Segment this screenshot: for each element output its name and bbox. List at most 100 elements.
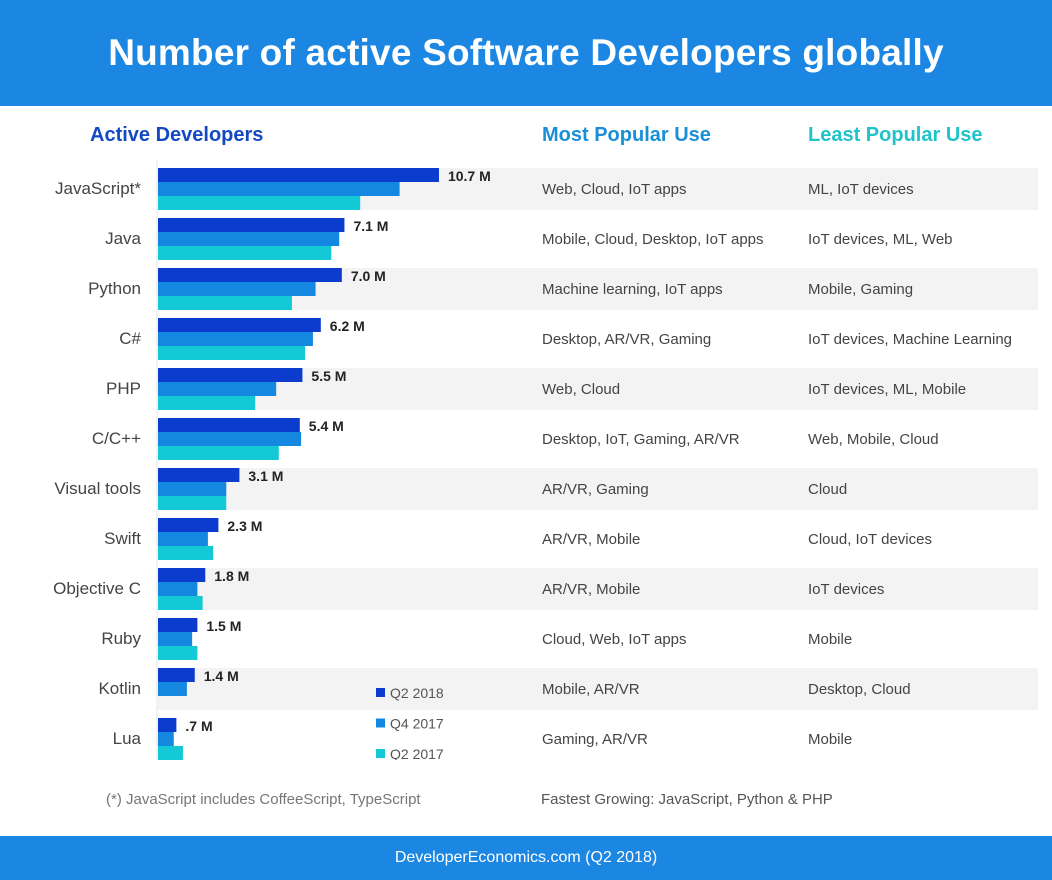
legend-label: Q2 2018 [390, 685, 444, 701]
most-popular-cell: Desktop, AR/VR, Gaming [542, 331, 711, 348]
bar-q4-2017 [158, 682, 187, 696]
category-label: Kotlin [98, 679, 141, 698]
bar-q4-2017 [158, 382, 277, 396]
most-popular-cell: AR/VR, Mobile [542, 581, 640, 598]
column-header-active-developers: Active Developers [90, 124, 264, 146]
least-popular-cell: IoT devices [808, 581, 884, 598]
bar-q2-2017 [158, 396, 256, 410]
bar-q2-2017 [158, 596, 203, 610]
bar-q4-2017 [158, 532, 208, 546]
bar-q2-2018 [158, 518, 219, 532]
row-stripe [158, 568, 1038, 610]
least-popular-cell: IoT devices, ML, Web [808, 231, 953, 248]
data-label: 10.7 M [448, 168, 491, 184]
category-label: Python [88, 279, 141, 298]
data-label: 5.4 M [309, 418, 344, 434]
most-popular-cell: Machine learning, IoT apps [542, 281, 723, 298]
bar-q2-2018 [158, 418, 300, 432]
bar-q2-2018 [158, 368, 303, 382]
page-title: Number of active Software Developers glo… [108, 32, 944, 73]
least-popular-cell: Mobile [808, 731, 852, 748]
footer-banner: DeveloperEconomics.com (Q2 2018) [0, 836, 1052, 880]
data-label: 7.0 M [351, 268, 386, 284]
most-popular-cell: AR/VR, Mobile [542, 531, 640, 548]
bar-q4-2017 [158, 732, 174, 746]
least-popular-cell: Mobile, Gaming [808, 281, 913, 298]
most-popular-cell: Gaming, AR/VR [542, 731, 648, 748]
bar-q2-2018 [158, 668, 195, 682]
bar-q2-2017 [158, 546, 214, 560]
most-popular-cell: Cloud, Web, IoT apps [542, 631, 687, 648]
column-header-most-popular-use: Most Popular Use [542, 124, 711, 146]
bar-q2-2018 [158, 168, 439, 182]
category-label: PHP [106, 379, 141, 398]
category-label: Visual tools [54, 479, 141, 498]
bar-q2-2018 [158, 718, 177, 732]
bar-q4-2017 [158, 632, 193, 646]
least-popular-cell: Desktop, Cloud [808, 681, 911, 698]
bar-q2-2018 [158, 318, 321, 332]
fastest-growing-note: Fastest Growing: JavaScript, Python & PH… [541, 791, 833, 808]
column-header-least-popular-use: Least Popular Use [808, 124, 983, 146]
most-popular-cell: Mobile, AR/VR [542, 681, 640, 698]
row-stripe [158, 368, 1038, 410]
developers-bar-chart: JavaScript* 10.7 M Web, Cloud, IoT apps ML,… [53, 160, 1038, 760]
most-popular-cell: Desktop, IoT, Gaming, AR/VR [542, 431, 740, 448]
least-popular-cell: Cloud, IoT devices [808, 531, 932, 548]
data-label: 1.5 M [206, 618, 241, 634]
bar-q2-2017 [158, 496, 227, 510]
legend-label: Q4 2017 [390, 716, 444, 732]
javascript-footnote: (*) JavaScript includes CoffeeScript, Ty… [106, 791, 421, 808]
most-popular-cell: Web, Cloud, IoT apps [542, 181, 687, 198]
data-label: 7.1 M [353, 218, 388, 234]
most-popular-cell: Web, Cloud [542, 381, 620, 398]
category-label: JavaScript* [55, 179, 141, 198]
bar-q2-2018 [158, 218, 345, 232]
category-label: Swift [104, 529, 141, 548]
data-label: 6.2 M [330, 318, 365, 334]
bar-q4-2017 [158, 432, 302, 446]
header-banner: Number of active Software Developers glo… [0, 0, 1052, 106]
legend-label: Q2 2017 [390, 746, 444, 760]
bar-q4-2017 [158, 582, 198, 596]
row-stripe [158, 468, 1038, 510]
data-label: 1.8 M [214, 568, 249, 584]
least-popular-cell: IoT devices, Machine Learning [808, 331, 1012, 348]
category-label: Java [105, 229, 141, 248]
least-popular-cell: Cloud [808, 481, 847, 498]
legend-swatch-q2-2017 [376, 749, 385, 758]
data-label: 5.5 M [311, 368, 346, 384]
bar-q2-2017 [158, 646, 198, 660]
source-credit: DeveloperEconomics.com (Q2 2018) [394, 849, 658, 866]
most-popular-cell: AR/VR, Gaming [542, 481, 649, 498]
category-label: C# [119, 329, 141, 348]
bar-q2-2017 [158, 446, 279, 460]
least-popular-cell: Mobile [808, 631, 852, 648]
bar-q2-2017 [158, 296, 292, 310]
bar-q2-2018 [158, 468, 240, 482]
row-stripe [158, 668, 1038, 710]
category-label: Objective C [53, 579, 141, 598]
least-popular-cell: Web, Mobile, Cloud [808, 431, 939, 448]
most-popular-cell: Mobile, Cloud, Desktop, IoT apps [542, 231, 764, 248]
bar-q4-2017 [158, 182, 400, 196]
bar-q4-2017 [158, 332, 313, 346]
least-popular-cell: IoT devices, ML, Mobile [808, 381, 966, 398]
bar-q2-2018 [158, 568, 206, 582]
data-label: 1.4 M [204, 668, 239, 684]
bar-q2-2017 [158, 346, 306, 360]
data-label: 3.1 M [248, 468, 283, 484]
category-label: C/C++ [92, 429, 141, 448]
category-label: Ruby [101, 629, 141, 648]
category-label: Lua [113, 729, 142, 748]
bar-q2-2017 [158, 196, 361, 210]
legend-swatch-q4-2017 [376, 718, 385, 728]
bar-q2-2018 [158, 618, 198, 632]
bar-q4-2017 [158, 232, 340, 246]
bar-q2-2018 [158, 268, 342, 282]
bar-q2-2017 [158, 746, 183, 760]
bar-q4-2017 [158, 282, 316, 296]
least-popular-cell: ML, IoT devices [808, 181, 914, 198]
data-label: 2.3 M [227, 518, 262, 534]
legend-swatch-q2-2018 [376, 688, 385, 697]
